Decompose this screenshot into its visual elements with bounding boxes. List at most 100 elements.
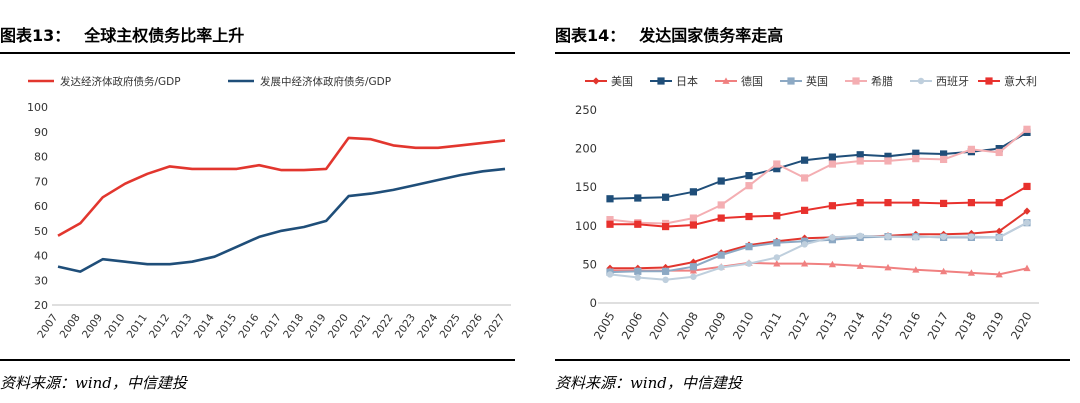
- x-tick-label: 2027: [482, 312, 507, 341]
- x-tick-label: 2017: [259, 312, 284, 341]
- y-tick-label: 60: [34, 200, 48, 213]
- data-point: [773, 254, 781, 261]
- left-figure-number: 图表13：: [0, 26, 71, 45]
- series-line-6: [610, 185, 1028, 228]
- y-tick-label: 150: [575, 180, 597, 194]
- x-tick-label: 2010: [102, 312, 127, 341]
- series-line-0: [57, 136, 506, 237]
- legend-marker-2: [722, 77, 730, 84]
- data-point: [856, 199, 864, 207]
- right-figure-number: 图表14：: [555, 26, 626, 45]
- x-tick-label: 2012: [785, 310, 812, 342]
- y-tick-label: 70: [34, 175, 48, 188]
- x-tick-label: 2008: [58, 312, 83, 341]
- data-point: [995, 234, 1003, 241]
- x-tick-label: 2019: [980, 310, 1007, 342]
- y-tick-label: 40: [34, 250, 48, 263]
- x-tick-label: 2011: [758, 310, 785, 342]
- data-point: [745, 212, 753, 221]
- data-point: [829, 234, 836, 241]
- left-top-rule: [0, 52, 515, 54]
- data-point: [995, 227, 1003, 235]
- data-point: [689, 214, 697, 222]
- data-point: [967, 145, 975, 153]
- data-point: [801, 206, 809, 214]
- y-tick-label: 90: [34, 126, 48, 139]
- x-tick-label: 2018: [281, 312, 306, 341]
- data-point: [828, 260, 836, 268]
- legend-label-1: 日本: [676, 74, 698, 88]
- data-point: [634, 267, 642, 275]
- data-point: [884, 157, 892, 165]
- data-point: [940, 233, 947, 240]
- x-tick-label: 2006: [619, 310, 646, 342]
- x-tick-label: 2016: [236, 312, 261, 341]
- x-tick-label: 2011: [125, 312, 150, 341]
- data-point: [773, 160, 781, 168]
- data-point: [717, 214, 725, 222]
- x-tick-label: 2022: [371, 312, 396, 341]
- x-tick-label: 2013: [169, 312, 194, 341]
- series-line-4: [609, 128, 1028, 225]
- x-tick-label: 2005: [591, 310, 618, 342]
- data-point: [801, 156, 809, 164]
- legend-label-0: 美国: [611, 75, 633, 88]
- data-point: [995, 148, 1003, 157]
- x-tick-label: 2020: [1008, 310, 1035, 342]
- series-6: [606, 182, 1031, 231]
- data-point: [940, 199, 948, 208]
- data-point: [940, 267, 948, 275]
- x-tick-label: 2010: [730, 310, 757, 342]
- data-point: [745, 182, 753, 190]
- left-figure-title: 图表13： 全球主权债务比率上升: [0, 22, 244, 46]
- data-point: [884, 199, 892, 207]
- x-tick-label: 2018: [952, 310, 979, 342]
- data-point: [606, 220, 614, 228]
- series-line-1: [57, 167, 506, 273]
- data-point: [773, 165, 781, 173]
- data-point: [912, 266, 920, 273]
- data-point: [717, 264, 725, 271]
- y-tick-label: 50: [582, 257, 597, 271]
- data-point: [940, 155, 948, 164]
- y-tick-label: 250: [575, 103, 597, 117]
- data-point: [801, 174, 809, 182]
- data-point: [801, 260, 809, 267]
- x-tick-label: 2007: [646, 310, 673, 342]
- data-point: [1023, 182, 1031, 191]
- x-tick-label: 2016: [897, 310, 924, 342]
- right-bottom-rule: [555, 359, 1070, 361]
- data-point: [995, 270, 1003, 278]
- data-point: [606, 271, 614, 278]
- data-point: [689, 188, 697, 196]
- legend-label-5: 西班牙: [936, 75, 969, 88]
- x-tick-label: 2014: [841, 310, 868, 342]
- data-point: [884, 233, 892, 240]
- data-point: [1023, 125, 1031, 133]
- legend-marker-5: [917, 77, 925, 85]
- legend-marker-3: [787, 77, 795, 85]
- right-source-note: 资料来源：wind，中信建投: [555, 374, 742, 392]
- x-tick-label: 2017: [924, 310, 951, 342]
- data-point: [773, 239, 781, 247]
- data-point: [912, 199, 920, 207]
- data-point: [717, 251, 725, 259]
- data-point: [995, 145, 1003, 153]
- data-point: [912, 234, 920, 241]
- data-point: [662, 276, 669, 284]
- data-point: [856, 157, 864, 165]
- data-point: [1023, 264, 1031, 272]
- y-tick-label: 20: [34, 299, 48, 312]
- data-point: [968, 233, 975, 240]
- y-tick-label: 50: [34, 225, 48, 238]
- data-point: [856, 232, 864, 240]
- data-point: [828, 202, 836, 210]
- data-point: [884, 263, 892, 271]
- x-tick-label: 2020: [326, 312, 351, 341]
- data-point: [912, 149, 920, 157]
- right-figure-panel: 图表14： 发达国家债务率走高 美国 日本 德国 英国 希腊 西班牙 意大利 0 50 100 150…: [555, 0, 1080, 403]
- legend-label-1: 发展中经济体政府债务/GDP: [260, 75, 391, 88]
- x-tick-label: 2012: [147, 312, 172, 341]
- data-point: [967, 269, 975, 276]
